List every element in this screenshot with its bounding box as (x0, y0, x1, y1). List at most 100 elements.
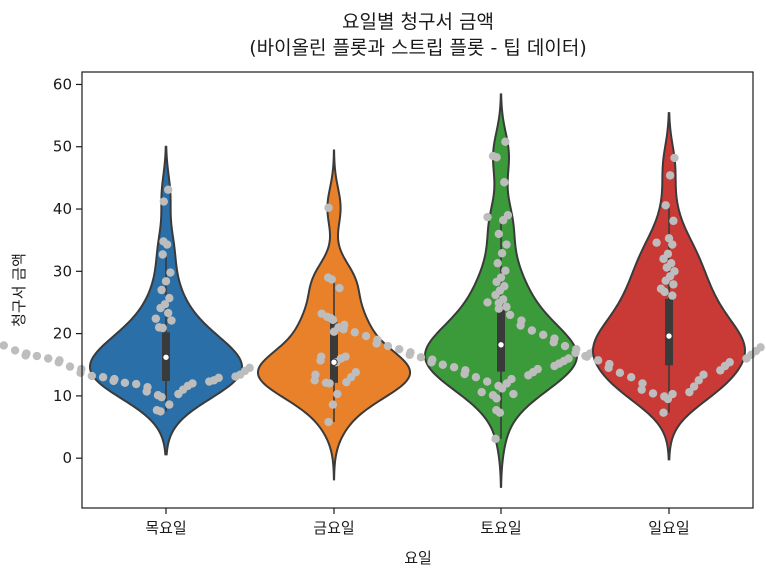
strip-point (0, 341, 8, 350)
strip-point (328, 400, 338, 409)
strip-point (648, 389, 658, 398)
strip-point (503, 211, 513, 220)
strip-point (32, 351, 42, 361)
strip-point (151, 314, 160, 323)
strip-point (664, 234, 674, 243)
strip-point (165, 400, 174, 409)
strip-point (582, 352, 591, 361)
strip-point (159, 197, 168, 206)
strip-point (350, 328, 359, 337)
strip-point (488, 391, 498, 400)
strip-point (120, 378, 130, 388)
y-axis-label: 청구서 금액 (10, 253, 28, 327)
strip-point (501, 137, 510, 146)
strip-point (351, 368, 360, 377)
strip-point (483, 212, 492, 222)
strip-point (44, 354, 53, 363)
strip-point (605, 359, 614, 369)
x-axis-label: 요일 (404, 549, 432, 567)
strip-point (143, 382, 152, 392)
y-tick-label: 10 (53, 387, 72, 405)
strip-point (670, 267, 679, 276)
strip-point (517, 316, 526, 325)
strip-point (501, 266, 510, 275)
strip-point (152, 406, 162, 415)
strip-point (160, 300, 170, 309)
strip-point (550, 334, 559, 343)
strip-point (395, 344, 404, 354)
strip-point (656, 284, 666, 293)
strip-point (373, 335, 382, 345)
strip-point (560, 341, 570, 351)
strip-point (527, 326, 537, 335)
strip-point (497, 249, 507, 258)
strip-point (328, 315, 338, 325)
strip-point (335, 283, 344, 293)
strip-point (593, 356, 603, 365)
y-tick-label: 60 (53, 75, 72, 93)
strip-point (499, 295, 508, 304)
violin-1-median (162, 353, 170, 361)
strip-point (324, 203, 333, 212)
strip-point (132, 379, 141, 389)
strip-point (660, 392, 669, 401)
chart-title: 요일별 청구서 금액 (342, 11, 494, 33)
strip-point (157, 285, 166, 295)
strip-point (383, 341, 393, 351)
strip-point (317, 309, 326, 318)
strip-point (167, 316, 176, 325)
strip-point (154, 323, 164, 332)
strip-point (507, 374, 516, 384)
strip-point (471, 373, 481, 382)
y-axis: 0 10 20 30 40 50 60 (53, 75, 82, 467)
strip-point (638, 379, 647, 388)
strip-point (165, 293, 174, 303)
strip-point (505, 310, 515, 320)
strip-point (98, 373, 108, 382)
y-tick-label: 0 (62, 449, 72, 467)
x-tick-label: 토요일 (480, 519, 521, 537)
strip-point (725, 358, 734, 367)
strip-point (477, 387, 486, 397)
strip-point (55, 356, 64, 365)
strip-point (10, 346, 20, 355)
strip-point (661, 201, 670, 210)
x-tick-label: 금요일 (313, 519, 354, 537)
strip-point (533, 364, 542, 374)
strip-point (321, 378, 331, 388)
strip-point (488, 151, 498, 161)
strip-point (428, 355, 437, 364)
strip-point (502, 240, 511, 249)
strip-point (694, 376, 703, 385)
strip-point (438, 360, 447, 369)
strip-point (153, 391, 163, 400)
strip-point (659, 408, 668, 417)
strip-point (699, 370, 708, 379)
y-tick-label: 20 (53, 325, 72, 343)
strip-point (668, 240, 677, 249)
strip-point (22, 349, 31, 358)
x-tick-label: 목요일 (145, 519, 186, 537)
strip-point (164, 185, 173, 194)
strip-point (449, 363, 459, 372)
x-tick-label: 일요일 (648, 519, 689, 537)
strip-point (689, 382, 699, 391)
strip-point (164, 308, 173, 318)
strip-point (340, 320, 349, 330)
strip-point (670, 153, 679, 163)
strip-point (637, 385, 646, 394)
strip-point (324, 417, 333, 427)
strip-point (159, 237, 168, 246)
strip-point (669, 216, 678, 226)
strip-point (668, 291, 677, 300)
violin-4-iqr-box (665, 298, 673, 366)
strip-point (324, 273, 333, 282)
strip-point (483, 298, 492, 307)
strip-point (572, 344, 581, 354)
strip-point (500, 178, 509, 187)
strip-point (663, 249, 673, 259)
x-axis: 목요일 금요일 토요일 일요일 (145, 508, 690, 537)
strip-point (564, 354, 573, 363)
strip-point (509, 389, 518, 399)
violin-2-median (330, 358, 338, 366)
